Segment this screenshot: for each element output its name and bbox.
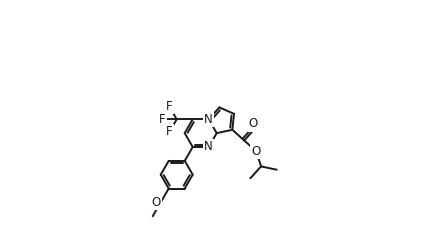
Text: O: O (249, 117, 258, 130)
Text: F: F (166, 100, 173, 113)
Text: N: N (204, 140, 213, 154)
Text: O: O (152, 196, 161, 209)
Text: O: O (251, 145, 261, 158)
Text: N: N (204, 113, 213, 126)
Text: F: F (159, 113, 165, 126)
Text: F: F (166, 125, 173, 138)
